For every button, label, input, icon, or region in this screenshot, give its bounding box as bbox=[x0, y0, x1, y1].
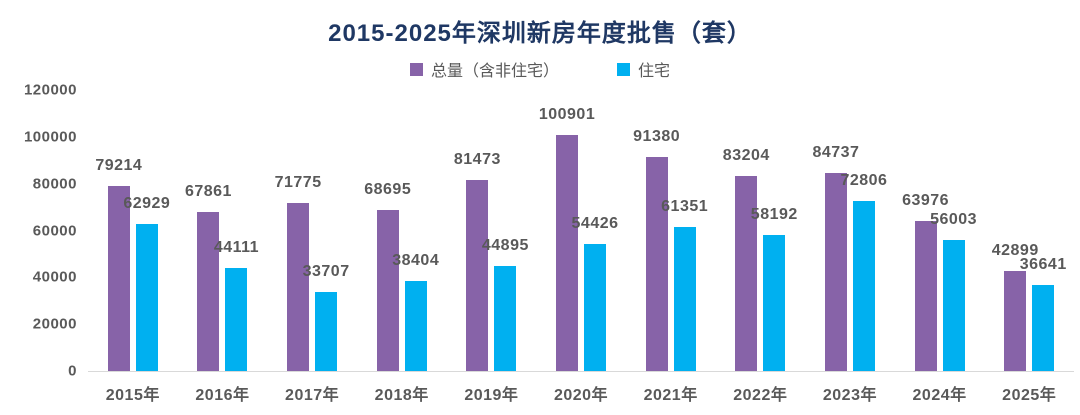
bar-residential-2019: 44895 bbox=[482, 237, 528, 371]
x-axis-label-2017: 2017年 bbox=[285, 387, 340, 404]
y-axis-tick-100000: 100000 bbox=[23, 128, 77, 146]
value-label-residential-2024: 56003 bbox=[930, 210, 978, 228]
bar-group-2023: 84737 72806 2023年 bbox=[805, 90, 895, 404]
bar-total-2019: 81473 bbox=[454, 152, 500, 371]
bar-residential-2024: 56003 bbox=[930, 211, 977, 371]
value-label-total-2024: 63976 bbox=[902, 192, 950, 210]
x-axis-label-2015: 2015年 bbox=[105, 387, 160, 404]
bar-total-2016: 67861 bbox=[185, 184, 231, 371]
y-axis-tick-120000: 120000 bbox=[23, 81, 77, 99]
value-label-total-2023: 84737 bbox=[812, 143, 860, 161]
bar-total-2015: 79214 bbox=[95, 157, 142, 371]
x-axis-label-2022: 2022年 bbox=[733, 387, 788, 404]
value-label-residential-2021: 61351 bbox=[661, 198, 709, 216]
bar-total-2024: 63976 bbox=[902, 193, 949, 371]
bar-total-2018: 68695 bbox=[364, 182, 411, 371]
x-axis-label-2025: 2025年 bbox=[1002, 387, 1057, 404]
value-label-total-2015: 79214 bbox=[95, 156, 143, 174]
x-axis-label-2016: 2016年 bbox=[195, 387, 250, 404]
value-label-total-2020: 100901 bbox=[538, 105, 596, 123]
bar-group-2015: 79214 62929 2015年 bbox=[88, 90, 178, 404]
bar-total-2021: 91380 bbox=[633, 129, 680, 371]
value-label-total-2021: 91380 bbox=[633, 128, 681, 145]
y-axis-tick-0: 0 bbox=[68, 362, 77, 380]
value-label-residential-2019: 44895 bbox=[481, 236, 529, 254]
legend-label-total: 总量（含非住宅） bbox=[430, 63, 559, 80]
legend-marker-total bbox=[409, 62, 423, 76]
bar-group-2022: 83204 58192 2022年 bbox=[715, 90, 805, 404]
y-axis: 0 20000 40000 60000 80000 100000 120000 bbox=[0, 83, 77, 379]
bar-total-2023: 84737 bbox=[812, 144, 859, 371]
value-label-total-2016: 67861 bbox=[184, 183, 232, 201]
value-label-residential-2018: 38404 bbox=[392, 252, 440, 270]
bar-group-2016: 67861 44111 2016年 bbox=[178, 90, 268, 404]
value-label-residential-2017: 33707 bbox=[302, 263, 350, 281]
x-axis-label-2018: 2018年 bbox=[374, 387, 429, 404]
bar-group-2021: 91380 61351 2021年 bbox=[626, 90, 716, 405]
bar-residential-2021: 61351 bbox=[661, 199, 708, 371]
legend-marker-residential bbox=[617, 62, 630, 76]
bar-total-2017: 71775 bbox=[275, 174, 321, 371]
bar-residential-2016: 44111 bbox=[214, 239, 259, 371]
x-axis-label-2020: 2020年 bbox=[553, 387, 609, 404]
value-label-residential-2023: 72806 bbox=[840, 171, 888, 189]
value-label-residential-2025: 36641 bbox=[1019, 256, 1067, 274]
legend-item-residential: 住宅 bbox=[617, 57, 670, 81]
bar-group-2024: 63976 56003 2024年 bbox=[895, 90, 985, 404]
value-label-residential-2020: 54426 bbox=[571, 214, 619, 232]
legend-item-total: 总量（含非住宅） bbox=[409, 57, 559, 81]
bar-group-2017: 71775 33707 2017年 bbox=[267, 90, 357, 404]
chart-title: 2015-2025年深圳新房年度批售（套） bbox=[328, 20, 752, 47]
bar-total-2025: 42899 bbox=[992, 242, 1038, 371]
y-axis-tick-80000: 80000 bbox=[32, 175, 77, 193]
x-axis-label-2023: 2023年 bbox=[822, 387, 877, 404]
bar-group-2020: 100901 54426 2020年 bbox=[536, 90, 626, 404]
bar-group-2018: 68695 38404 2018年 bbox=[357, 90, 447, 404]
y-axis-tick-20000: 20000 bbox=[32, 315, 77, 333]
bar-total-2022: 83204 bbox=[723, 148, 769, 371]
x-axis-label-2021: 2021年 bbox=[643, 387, 698, 404]
value-label-total-2022: 83204 bbox=[722, 147, 770, 165]
y-axis-tick-40000: 40000 bbox=[32, 268, 77, 286]
value-label-total-2019: 81473 bbox=[453, 151, 501, 169]
x-axis-label-2024: 2024年 bbox=[912, 387, 967, 404]
bar-residential-2015: 62929 bbox=[123, 195, 170, 371]
bar-residential-2020: 54426 bbox=[572, 215, 618, 371]
value-label-residential-2022: 58192 bbox=[750, 205, 798, 223]
bar-group-2025: 42899 36641 2025年 bbox=[984, 90, 1074, 404]
plot-area: 79214 62929 2015年 67861 44111 2016年 71775 33707… bbox=[88, 90, 1074, 405]
bar-residential-2025: 36641 bbox=[1020, 257, 1066, 371]
x-axis-label-2019: 2019年 bbox=[464, 387, 519, 404]
value-label-total-2025: 42899 bbox=[991, 241, 1039, 259]
legend-label-residential: 住宅 bbox=[638, 63, 671, 80]
value-label-total-2018: 68695 bbox=[364, 181, 412, 199]
value-label-residential-2015: 62929 bbox=[123, 194, 171, 212]
bar-residential-2022: 58192 bbox=[751, 206, 797, 371]
value-label-total-2017: 71775 bbox=[274, 173, 322, 191]
bar-group-2019: 81473 44895 2019年 bbox=[447, 90, 537, 404]
value-label-residential-2016: 44111 bbox=[213, 238, 260, 256]
bar-residential-2023: 72806 bbox=[840, 172, 887, 371]
bar-residential-2018: 38404 bbox=[392, 253, 439, 371]
bar-total-2020: 100901 bbox=[539, 106, 595, 371]
bar-residential-2017: 33707 bbox=[303, 264, 349, 371]
y-axis-tick-60000: 60000 bbox=[32, 222, 77, 239]
legend: 总量（含非住宅） 住宅 bbox=[0, 57, 1080, 81]
